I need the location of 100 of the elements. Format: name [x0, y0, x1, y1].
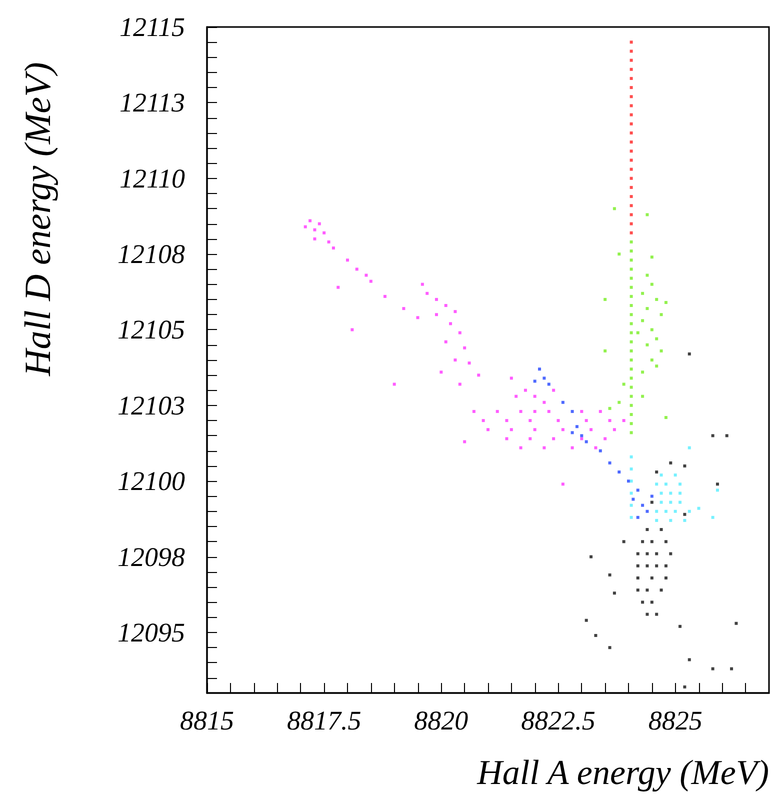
point [641, 370, 644, 374]
point [646, 528, 649, 532]
point [683, 685, 686, 688]
point [636, 552, 640, 556]
point [660, 528, 663, 532]
point [664, 510, 668, 513]
point [683, 518, 686, 522]
point [584, 440, 588, 444]
point [608, 406, 612, 410]
point [630, 368, 633, 371]
point [627, 480, 630, 483]
point [630, 394, 633, 398]
point [650, 500, 654, 504]
point [664, 540, 668, 544]
point [630, 294, 633, 298]
point [636, 564, 640, 568]
point [660, 474, 663, 477]
point [646, 612, 649, 616]
y-tick-label: 12105 [118, 314, 185, 345]
point [660, 588, 663, 592]
point [711, 434, 714, 438]
x-tick-label: 8815 [180, 706, 234, 736]
point [630, 331, 633, 334]
point [646, 588, 649, 592]
point [660, 349, 663, 352]
point [630, 276, 633, 280]
point [688, 658, 691, 662]
point [660, 492, 663, 495]
point [630, 231, 633, 234]
point [630, 58, 633, 62]
point [641, 292, 644, 295]
x-tick-label: 8822.5 [521, 706, 596, 736]
point [630, 95, 633, 98]
point [630, 113, 633, 116]
point [725, 434, 728, 438]
y-tick-label: 12100 [118, 466, 186, 496]
point [630, 304, 633, 308]
point [683, 512, 686, 516]
point [734, 622, 738, 625]
point [630, 186, 633, 189]
point [630, 492, 633, 495]
point [688, 446, 691, 450]
point [630, 150, 633, 153]
point [630, 412, 633, 416]
point [636, 588, 640, 592]
point [636, 516, 640, 519]
point [608, 573, 612, 576]
point [655, 482, 658, 486]
y-tick-label: 12098 [118, 542, 186, 572]
point [533, 380, 536, 383]
y-tick-label: 12103 [118, 390, 185, 420]
point [655, 364, 658, 368]
point [632, 498, 635, 501]
point [618, 252, 621, 256]
point [590, 555, 593, 558]
point [650, 540, 654, 544]
point [630, 258, 633, 262]
point [688, 352, 691, 356]
point [697, 506, 700, 510]
point [683, 464, 686, 468]
point [622, 382, 626, 386]
point [630, 195, 633, 198]
point [655, 298, 658, 301]
point [655, 337, 658, 340]
point [641, 600, 644, 604]
point [630, 122, 633, 126]
point [612, 592, 616, 595]
point [688, 510, 691, 513]
point [630, 240, 633, 244]
point [630, 358, 633, 362]
point [655, 612, 658, 616]
point [598, 449, 602, 452]
point [636, 331, 640, 334]
point [646, 343, 649, 346]
point [570, 431, 574, 434]
point [630, 467, 633, 470]
point [674, 474, 677, 477]
point [630, 386, 633, 389]
point [655, 470, 658, 474]
point [608, 646, 612, 650]
point [580, 434, 584, 438]
point [630, 131, 633, 134]
point [630, 286, 633, 289]
point [630, 250, 633, 253]
point [612, 207, 616, 210]
point [646, 213, 649, 216]
y-tick-label: 12115 [120, 12, 185, 42]
point [650, 494, 654, 498]
point [630, 204, 633, 208]
point [641, 540, 644, 544]
point [669, 500, 672, 504]
point [678, 492, 682, 495]
point [646, 564, 649, 568]
point [674, 510, 677, 513]
point [630, 340, 633, 344]
point [716, 482, 719, 486]
y-axis-title: Hall D energy (MeV) [18, 62, 59, 378]
point [730, 667, 734, 670]
point [630, 268, 633, 271]
point [575, 425, 578, 428]
